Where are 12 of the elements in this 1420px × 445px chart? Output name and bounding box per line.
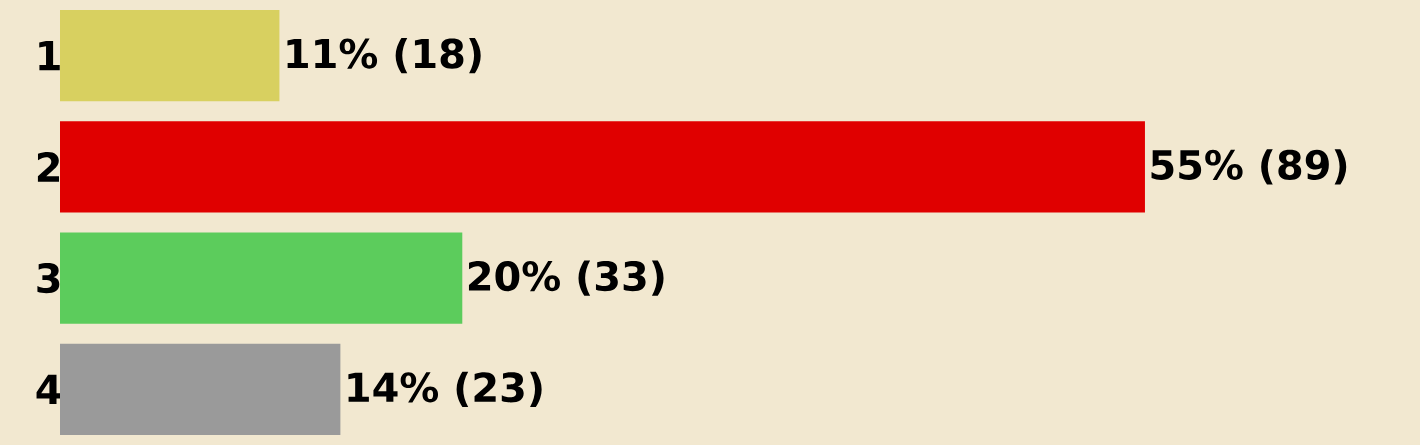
bar [60, 10, 280, 102]
bar [60, 121, 1145, 213]
data-label: 14% (23) [348, 371, 542, 408]
y-tick-label: 4 [36, 374, 61, 404]
data-label: 20% (33) [468, 260, 664, 296]
bar [60, 343, 341, 435]
y-tick-label: 2 [37, 152, 60, 182]
y-tick-label: 1 [39, 41, 60, 71]
data-label: 55% (89) [1151, 149, 1347, 185]
y-tick-label: 3 [37, 263, 60, 294]
bar [60, 232, 463, 324]
data-label: 11% (18) [287, 37, 481, 74]
